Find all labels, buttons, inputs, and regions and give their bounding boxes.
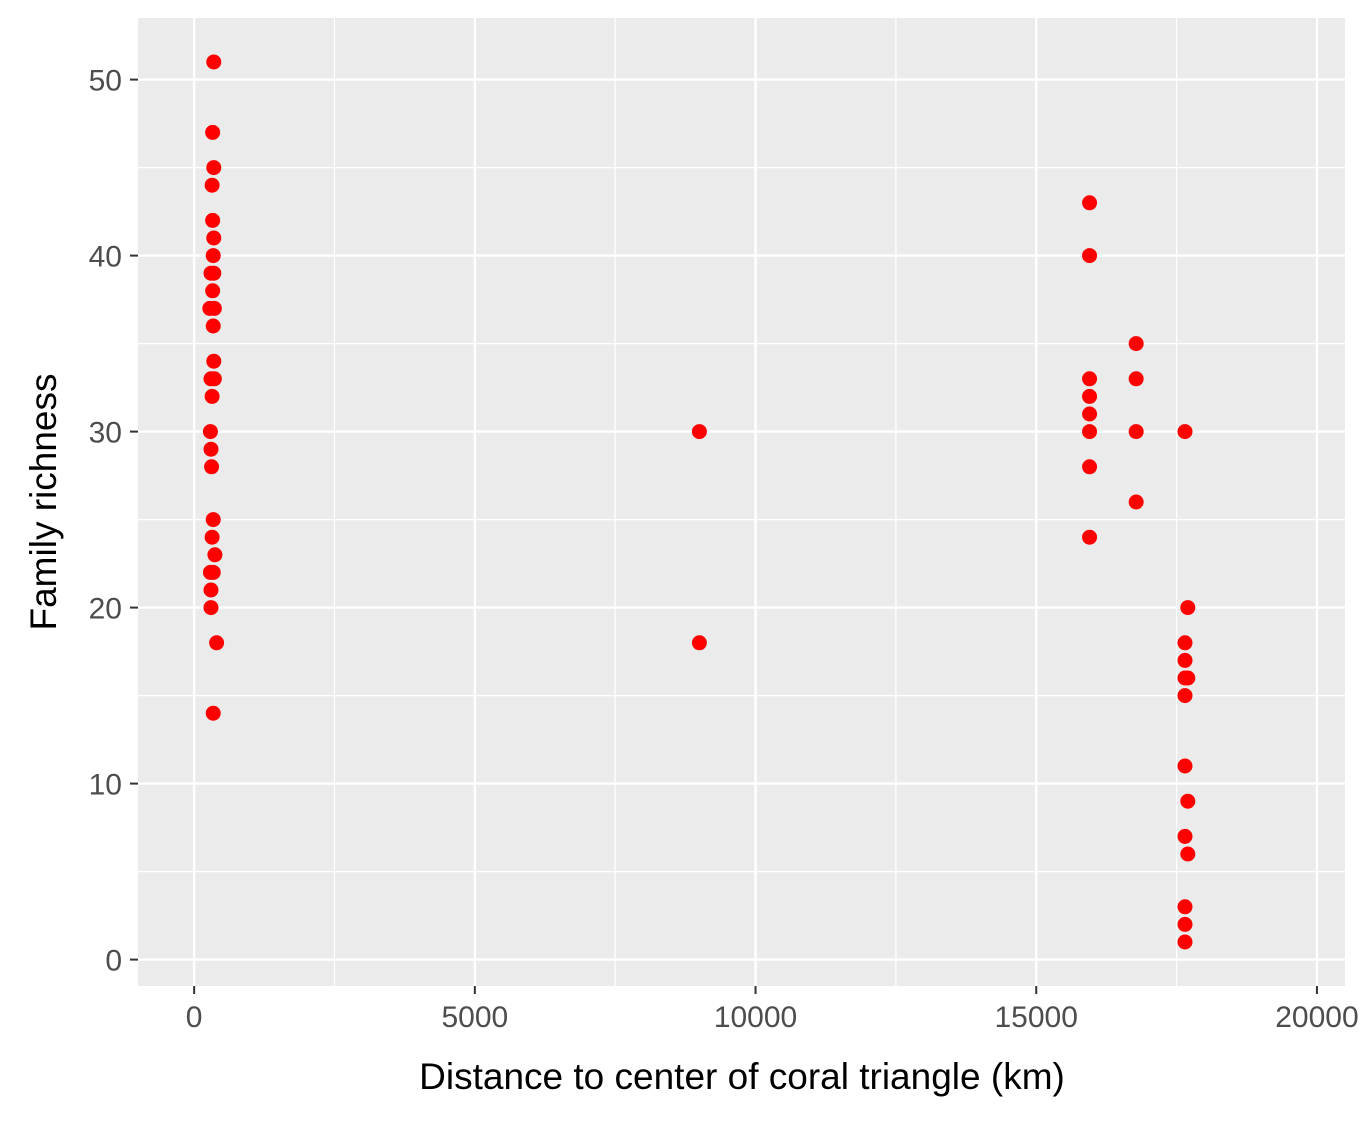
data-point [1082,529,1098,545]
data-point [205,283,221,299]
y-tick-label: 40 [89,241,122,274]
y-axis: 0 10 20 30 40 50 [89,65,138,978]
data-point [206,353,222,369]
data-point [205,564,221,580]
data-point [1177,934,1193,950]
data-point [1082,459,1098,475]
data-point [1128,336,1144,352]
data-point [206,54,222,70]
data-point [1177,899,1193,915]
x-tick-label: 5000 [441,1001,508,1034]
plot-panel [138,18,1345,986]
data-point [205,512,221,528]
data-point [206,300,222,316]
data-point [1128,371,1144,387]
data-point [1177,688,1193,704]
data-point [1082,195,1098,211]
data-point [204,529,220,545]
data-point [206,160,222,176]
data-point [203,441,219,457]
data-point [691,424,707,440]
y-tick-label: 20 [89,593,122,626]
data-point [203,600,219,616]
data-point [206,230,222,246]
data-point [1180,670,1196,686]
y-tick-label: 0 [105,945,122,978]
data-point [1180,793,1196,809]
data-point [1177,916,1193,932]
data-point [204,388,220,404]
data-point [205,318,221,334]
data-point [1082,248,1098,264]
data-point [205,705,221,721]
minor-gridlines [138,18,1345,986]
data-point [1180,600,1196,616]
data-points [202,54,1196,950]
data-point [205,124,221,140]
data-point [209,635,225,651]
x-axis-title: Distance to center of coral triangle (km… [419,1056,1065,1097]
data-point [1177,828,1193,844]
y-tick-label: 10 [89,769,122,802]
data-point [1180,846,1196,862]
data-point [207,547,223,563]
data-point [1082,388,1098,404]
data-point [204,459,220,475]
x-axis: 0 5000 10000 15000 20000 [186,986,1359,1034]
y-tick-label: 30 [89,417,122,450]
data-point [202,424,218,440]
data-point [1082,406,1098,422]
data-point [1177,424,1193,440]
data-point [1082,424,1098,440]
x-tick-label: 10000 [714,1001,797,1034]
data-point [1082,371,1098,387]
data-point [205,248,221,264]
y-axis-title: Family richness [23,374,64,631]
data-point [1177,758,1193,774]
data-point [203,582,219,598]
x-tick-label: 0 [186,1001,203,1034]
x-tick-label: 20000 [1275,1001,1358,1034]
y-tick-label: 50 [89,65,122,98]
data-point [691,635,707,651]
data-point [206,371,222,387]
data-point [204,177,220,193]
data-point [1128,494,1144,510]
data-point [1128,424,1144,440]
data-point [1177,652,1193,668]
data-point [206,265,222,281]
data-point [1177,635,1193,651]
x-tick-label: 15000 [995,1001,1078,1034]
data-point [205,212,221,228]
major-gridlines [138,18,1345,986]
